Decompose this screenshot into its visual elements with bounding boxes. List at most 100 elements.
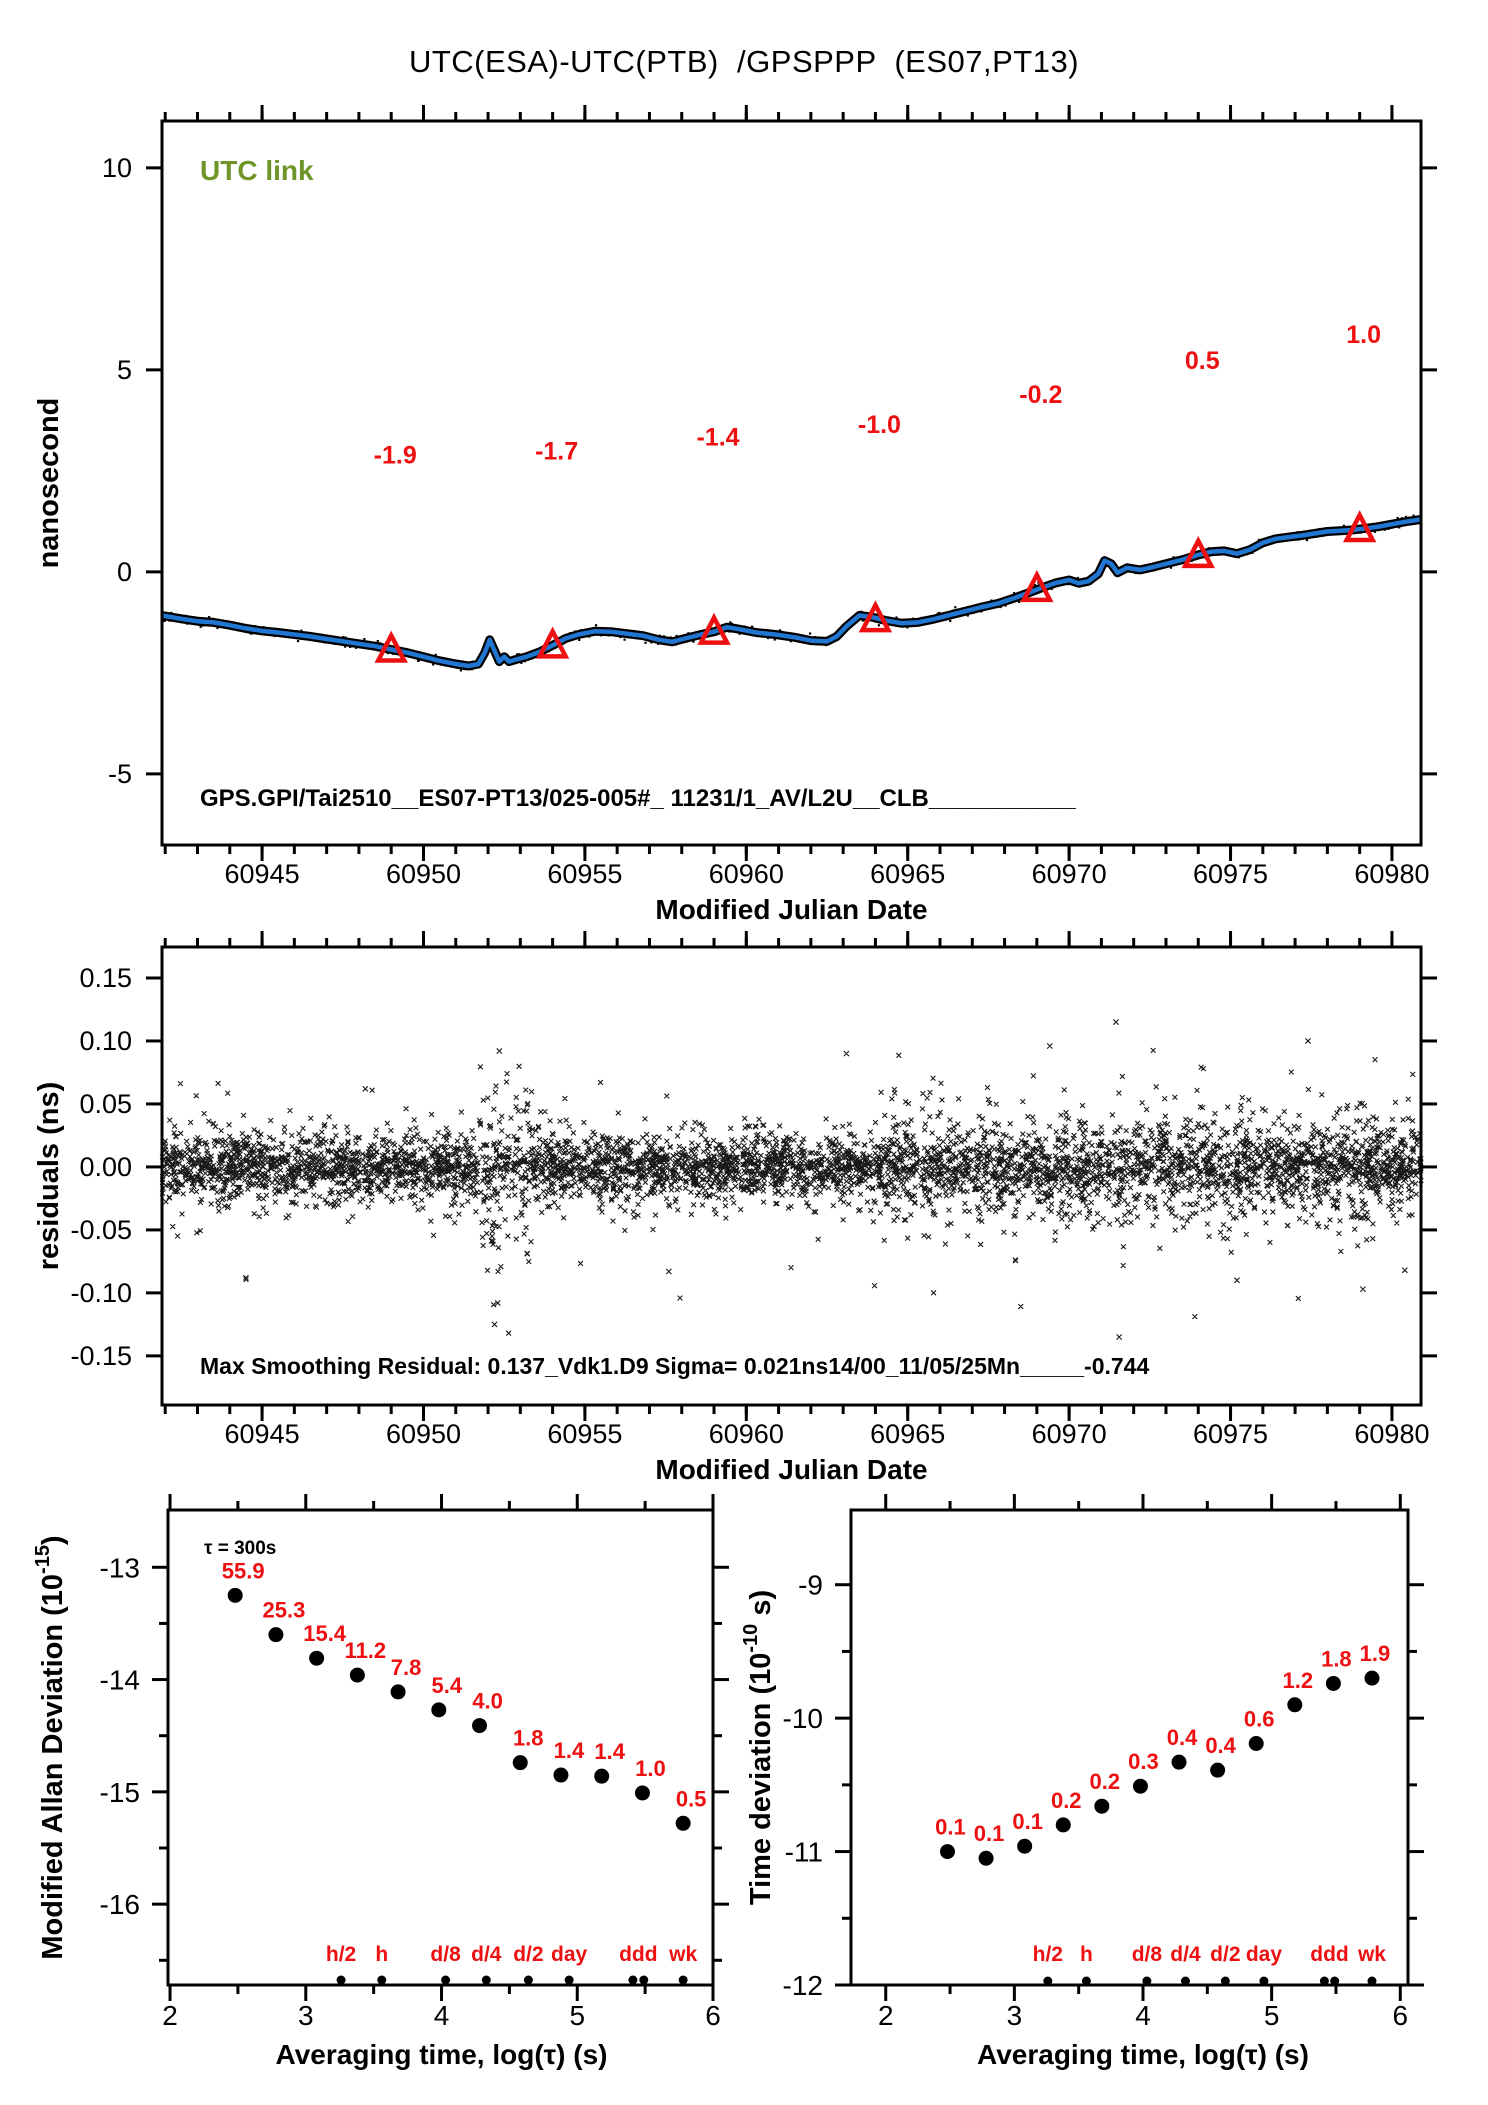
data-point <box>1248 1735 1264 1751</box>
time-mark-dot <box>564 1975 574 1985</box>
point-value-label: 0.1 <box>1012 1809 1043 1834</box>
point-value-label: 0.5 <box>676 1786 707 1811</box>
calibration-markers: -1.9 -1.7 -1.4 -1.0 -0.2 0.5 1.0 <box>374 321 1381 663</box>
tau-note: τ = 300s <box>204 1538 276 1559</box>
point-value-label: 25.3 <box>263 1598 306 1623</box>
time-mark-label: d/4 <box>1170 1943 1201 1966</box>
point-value-label: 1.9 <box>1360 1641 1391 1666</box>
y-axis-title: Time deviation (10-10 s) <box>740 1590 777 1905</box>
data-point <box>1094 1798 1110 1814</box>
x-tick-label: 4 <box>434 2000 450 2031</box>
y-tick-label: -10 <box>783 1703 823 1734</box>
x-tick-label: 60945 <box>225 859 300 889</box>
axes-frame <box>160 945 1423 1407</box>
x-tick-label: 3 <box>1007 2000 1023 2031</box>
x-tick-label: 60945 <box>225 1419 300 1449</box>
x-tick-label: 5 <box>569 2000 585 2031</box>
y-tick-label: -14 <box>100 1665 140 1696</box>
time-mark-label: ddd <box>619 1943 657 1966</box>
data-point <box>939 1844 955 1860</box>
time-mark-label: h/2 <box>1033 1943 1063 1966</box>
residual-scatter-points <box>159 1019 1424 1340</box>
marker-value-label: 1.0 <box>1346 321 1381 349</box>
time-mark-dot <box>1081 1976 1091 1986</box>
x-tick-label: 5 <box>1264 2000 1280 2031</box>
x-tick-label: 2 <box>878 2000 894 2031</box>
time-mark-dot <box>377 1975 387 1985</box>
x-tick-label: 60960 <box>709 859 784 889</box>
point-value-label: 0.2 <box>1051 1788 1082 1813</box>
tdev-chart: 2 3 4 5 6 -9 -10 -11 -12 Averaging time, log(τ) (… <box>740 1494 1424 2070</box>
data-point <box>1055 1817 1071 1833</box>
point-value-label: 5.4 <box>432 1673 463 1698</box>
time-mark-label: d/8 <box>1132 1943 1163 1966</box>
figure-title: UTC(ESA)-UTC(PTB) /GPSPPP (ES07,PT13) <box>408 44 1080 79</box>
triangle-marker <box>374 630 408 663</box>
y-tick-label: 10 <box>102 153 132 183</box>
time-mark-dot <box>1043 1976 1053 1986</box>
x-tick-label: 60960 <box>709 1419 784 1449</box>
time-mark-label: ddd <box>1310 1943 1348 1966</box>
time-mark-label: wk <box>1357 1943 1386 1966</box>
x-tick-label: 60980 <box>1354 1419 1429 1449</box>
data-point <box>1171 1754 1187 1770</box>
averaging-time-marks: h/2 h d/8 d/4 d/2 day ddd wk <box>1033 1943 1386 1986</box>
y-tick-label: -0.05 <box>70 1215 132 1245</box>
time-mark-label: d/2 <box>1210 1943 1240 1966</box>
point-value-label: 0.2 <box>1090 1769 1121 1794</box>
point-value-label: 1.8 <box>513 1726 544 1751</box>
x-tick-label: 60970 <box>1032 859 1107 889</box>
point-value-label: 0.4 <box>1205 1733 1236 1758</box>
x-axis-title: Modified Julian Date <box>655 1454 927 1485</box>
time-mark-dot <box>628 1975 638 1985</box>
data-point <box>309 1650 325 1666</box>
x-tick-label: 60955 <box>547 859 622 889</box>
y-tick-label: 0 <box>117 557 132 587</box>
point-value-label: 0.4 <box>1167 1725 1198 1750</box>
time-mark-dot <box>678 1975 688 1985</box>
data-point <box>978 1850 994 1866</box>
marker-value-label: -1.0 <box>858 411 901 439</box>
data-point <box>1364 1670 1380 1686</box>
time-mark-dot <box>1180 1976 1190 1986</box>
triangle-marker <box>1181 536 1215 569</box>
triangle-marker <box>858 600 893 633</box>
averaging-time-marks: h/2 h d/8 d/4 d/2 day ddd wk <box>326 1943 697 1985</box>
marker-value-label: 0.5 <box>1185 347 1220 375</box>
axes-frame <box>160 119 1423 847</box>
triangle-marker <box>1020 569 1054 603</box>
data-point <box>512 1755 528 1771</box>
utc-link-legend: UTC link <box>200 155 314 186</box>
y-tick-label: -11 <box>785 1837 823 1868</box>
marker-value-label: -1.7 <box>535 437 578 465</box>
x-tick-label: 3 <box>298 2000 314 2031</box>
time-mark-dot <box>1259 1976 1269 1986</box>
x-axis-title: Averaging time, log(τ) (s) <box>276 2039 608 2070</box>
triangle-marker <box>697 612 731 645</box>
y-tick-label: -0.15 <box>70 1341 132 1371</box>
data-point <box>1132 1778 1148 1794</box>
marker-value-label: -1.4 <box>696 424 739 452</box>
marker-value-label: -1.9 <box>374 441 417 469</box>
x-tick-label: 60965 <box>870 1419 945 1449</box>
mdev-chart: 2 3 4 5 6 -13 -14 -15 -16 Averaging time, log(τ) … <box>32 1494 729 2070</box>
x-tick-label: 60950 <box>386 1419 461 1449</box>
time-mark-dot <box>1319 1976 1329 1986</box>
y-tick-label: 0.05 <box>79 1089 132 1119</box>
time-mark-dot <box>481 1975 491 1985</box>
data-point <box>553 1767 569 1783</box>
data-point <box>1325 1675 1341 1691</box>
triangle-marker <box>535 626 570 659</box>
data-point <box>1210 1762 1226 1778</box>
data-point <box>675 1815 691 1831</box>
x-tick-label: 60955 <box>547 1419 622 1449</box>
y-tick-label: 0.10 <box>79 1026 132 1056</box>
marker-value-label: -0.2 <box>1019 381 1062 409</box>
y-tick-label: -9 <box>798 1570 823 1601</box>
y-tick-label: -0.10 <box>70 1278 132 1308</box>
y-tick-label: -13 <box>100 1552 140 1583</box>
x-tick-label: 60975 <box>1193 859 1268 889</box>
y-tick-label: -15 <box>100 1777 140 1808</box>
